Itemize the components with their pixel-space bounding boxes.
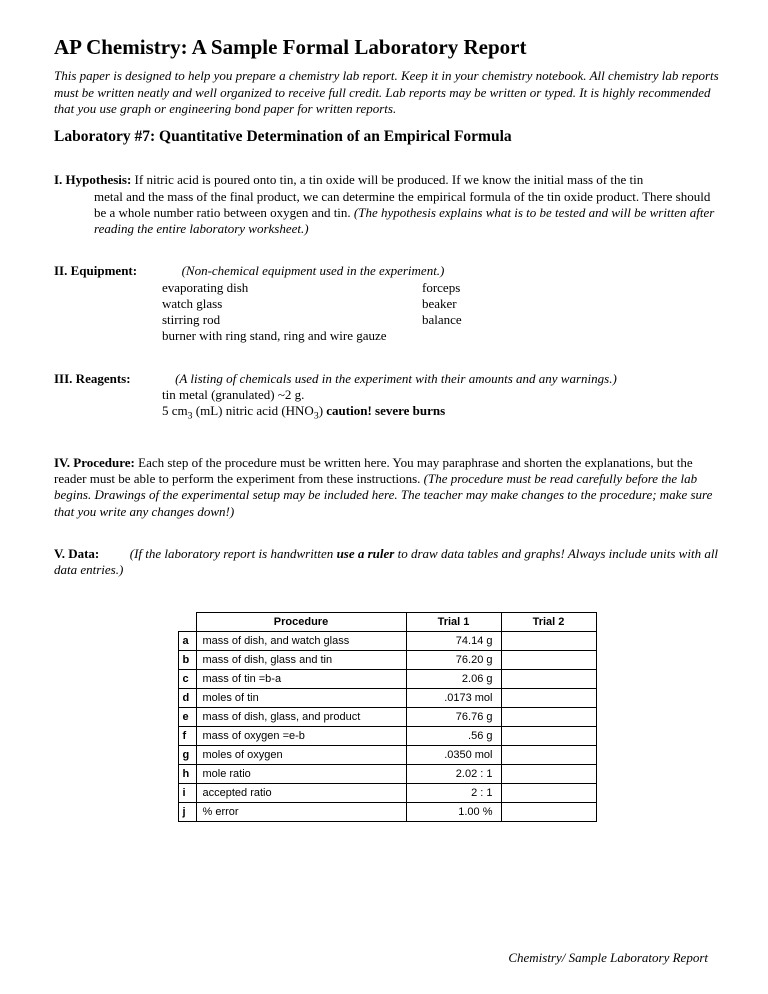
row-empty — [501, 746, 596, 765]
row-key: c — [178, 670, 196, 689]
row-empty — [501, 765, 596, 784]
row-empty — [501, 803, 596, 822]
equipment-note: (Non-chemical equipment used in the expe… — [182, 263, 445, 278]
equipment-item: burner with ring stand, ring and wire ga… — [162, 328, 422, 344]
hypothesis-body: metal and the mass of the final product,… — [54, 189, 720, 238]
row-desc: mass of dish, glass, and product — [196, 708, 406, 727]
data-note: (If the laboratory report is handwritten… — [54, 546, 718, 577]
procedure-heading: IV. Procedure: — [54, 455, 135, 470]
table-row: dmoles of tin.0173 mol — [178, 689, 596, 708]
row-empty — [501, 670, 596, 689]
table-row: emass of dish, glass, and product76.76 g — [178, 708, 596, 727]
col-header-trial2: Trial 2 — [501, 613, 596, 632]
table-row: fmass of oxygen =e-b.56 g — [178, 727, 596, 746]
page-footer: Chemistry/ Sample Laboratory Report — [508, 950, 708, 966]
row-key: b — [178, 651, 196, 670]
equipment-item: forceps — [422, 280, 622, 296]
row-key: j — [178, 803, 196, 822]
row-val: 74.14 g — [406, 632, 501, 651]
reagent-item: tin metal (granulated) ~2 g. — [162, 387, 720, 403]
row-desc: mass of oxygen =e-b — [196, 727, 406, 746]
equipment-item: beaker — [422, 296, 622, 312]
row-desc: mole ratio — [196, 765, 406, 784]
row-val: 2.02 : 1 — [406, 765, 501, 784]
col-header-trial1: Trial 1 — [406, 613, 501, 632]
row-empty — [501, 689, 596, 708]
reagent-item: 5 cm3 (mL) nitric acid (HNO3) caution! s… — [162, 403, 720, 423]
data-note-bold: use a ruler — [337, 546, 395, 561]
row-desc: mass of tin =b-a — [196, 670, 406, 689]
table-corner — [178, 613, 196, 632]
reagents-heading: III. Reagents: — [54, 371, 131, 386]
row-key: i — [178, 784, 196, 803]
equipment-item: watch glass — [162, 296, 422, 312]
row-val: 2 : 1 — [406, 784, 501, 803]
table-row: bmass of dish, glass and tin76.20 g — [178, 651, 596, 670]
row-val: 76.76 g — [406, 708, 501, 727]
reagent-text: (mL) nitric acid (HNO — [193, 403, 314, 418]
row-empty — [501, 727, 596, 746]
row-key: h — [178, 765, 196, 784]
equipment-col-1: evaporating dish watch glass stirring ro… — [162, 280, 422, 345]
row-desc: mass of dish, glass and tin — [196, 651, 406, 670]
section-reagents: III. Reagents: (A listing of chemicals u… — [54, 371, 720, 423]
row-val: .56 g — [406, 727, 501, 746]
row-key: e — [178, 708, 196, 727]
equipment-heading: II. Equipment: — [54, 263, 137, 278]
equipment-item: balance — [422, 312, 622, 328]
row-empty — [501, 708, 596, 727]
col-header-procedure: Procedure — [196, 613, 406, 632]
lab-title: Laboratory #7: Quantitative Determinatio… — [54, 127, 720, 146]
row-val: 2.06 g — [406, 670, 501, 689]
hypothesis-first-words: If nitric acid is poured onto tin, a tin… — [135, 172, 644, 187]
row-key: a — [178, 632, 196, 651]
data-note-text: (If the laboratory report is handwritten — [130, 546, 337, 561]
row-desc: accepted ratio — [196, 784, 406, 803]
row-key: g — [178, 746, 196, 765]
table-row: gmoles of oxygen.0350 mol — [178, 746, 596, 765]
table-row: hmole ratio2.02 : 1 — [178, 765, 596, 784]
row-empty — [501, 632, 596, 651]
reagent-text: 5 cm — [162, 403, 188, 418]
intro-paragraph: This paper is designed to help you prepa… — [54, 68, 720, 117]
row-key: f — [178, 727, 196, 746]
row-key: d — [178, 689, 196, 708]
row-desc: moles of oxygen — [196, 746, 406, 765]
reagents-note: (A listing of chemicals used in the expe… — [175, 371, 617, 386]
row-desc: moles of tin — [196, 689, 406, 708]
equipment-col-2: forceps beaker balance — [422, 280, 622, 345]
table-row: amass of dish, and watch glass74.14 g — [178, 632, 596, 651]
row-empty — [501, 784, 596, 803]
table-row: j% error1.00 % — [178, 803, 596, 822]
hypothesis-heading: I. Hypothesis: — [54, 172, 131, 187]
section-equipment: II. Equipment: (Non-chemical equipment u… — [54, 263, 720, 344]
row-val: .0173 mol — [406, 689, 501, 708]
page-title: AP Chemistry: A Sample Formal Laboratory… — [54, 34, 720, 60]
row-val: 76.20 g — [406, 651, 501, 670]
row-val: .0350 mol — [406, 746, 501, 765]
table-row: iaccepted ratio2 : 1 — [178, 784, 596, 803]
table-row: cmass of tin =b-a2.06 g — [178, 670, 596, 689]
data-table: Procedure Trial 1 Trial 2 amass of dish,… — [178, 612, 597, 822]
data-heading: V. Data: — [54, 546, 99, 561]
section-hypothesis: I. Hypothesis: If nitric acid is poured … — [54, 172, 720, 237]
equipment-item: evaporating dish — [162, 280, 422, 296]
section-procedure: IV. Procedure: Each step of the procedur… — [54, 455, 720, 520]
row-desc: % error — [196, 803, 406, 822]
section-data: V. Data: (If the laboratory report is ha… — [54, 546, 720, 823]
row-desc: mass of dish, and watch glass — [196, 632, 406, 651]
reagent-warning: caution! severe burns — [326, 403, 445, 418]
row-val: 1.00 % — [406, 803, 501, 822]
row-empty — [501, 651, 596, 670]
equipment-item: stirring rod — [162, 312, 422, 328]
